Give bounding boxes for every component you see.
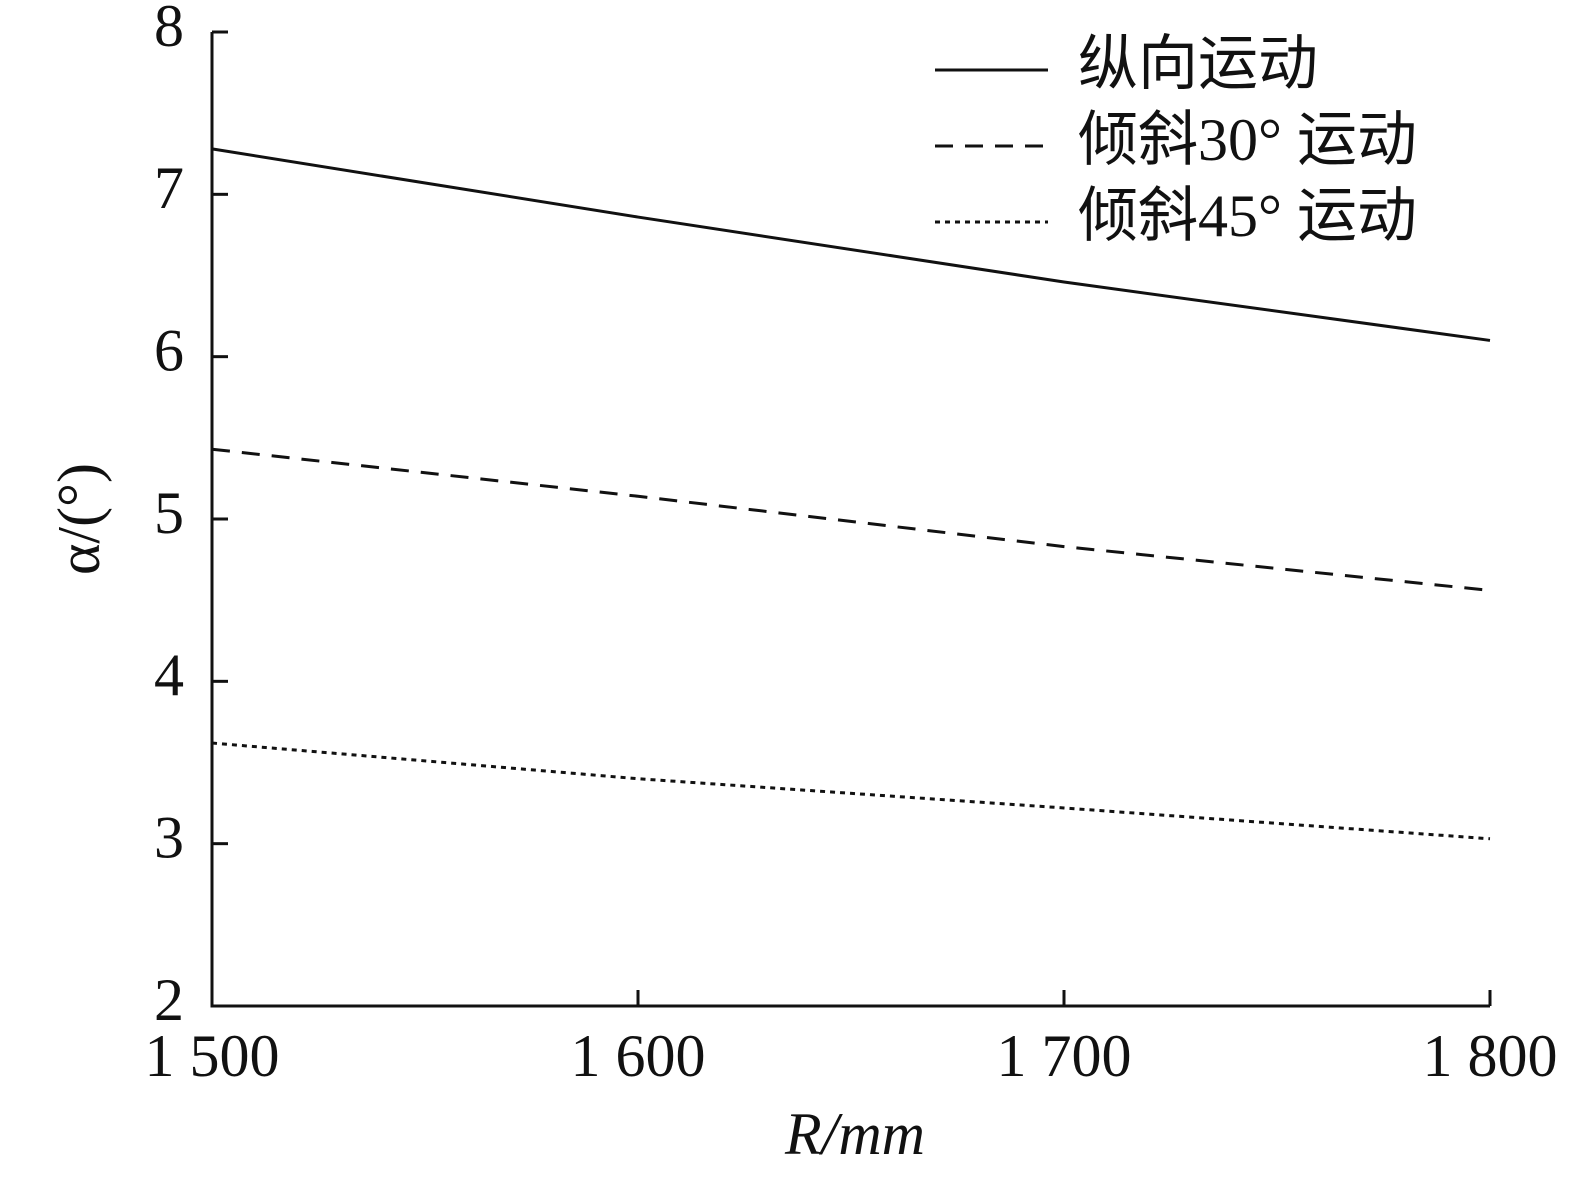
series-line: [211, 741, 1491, 841]
y-tick-label: 4: [154, 642, 184, 708]
legend-label: 倾斜45° 运动: [1078, 183, 1417, 249]
legend-label: 纵向运动: [1078, 31, 1318, 97]
y-tick-label: 3: [154, 804, 184, 870]
x-tick-label: 1 600: [571, 1023, 706, 1089]
y-tick-label: 6: [154, 317, 184, 383]
x-tick-label: 1 500: [145, 1023, 280, 1089]
x-tick-label: 1 700: [997, 1023, 1132, 1089]
x-axis-label: R/mm: [784, 1101, 925, 1167]
y-tick-label: 2: [154, 967, 184, 1033]
legend-label: 倾斜30° 运动: [1078, 107, 1417, 173]
series-line: [211, 147, 1491, 342]
y-axis-label: α/(°): [46, 463, 112, 575]
y-tick-label: 7: [154, 155, 184, 221]
y-tick-label: 8: [154, 0, 184, 59]
series-line: [211, 447, 1491, 592]
x-tick-label: 1 800: [1423, 1023, 1558, 1089]
y-tick-label: 5: [154, 480, 184, 546]
